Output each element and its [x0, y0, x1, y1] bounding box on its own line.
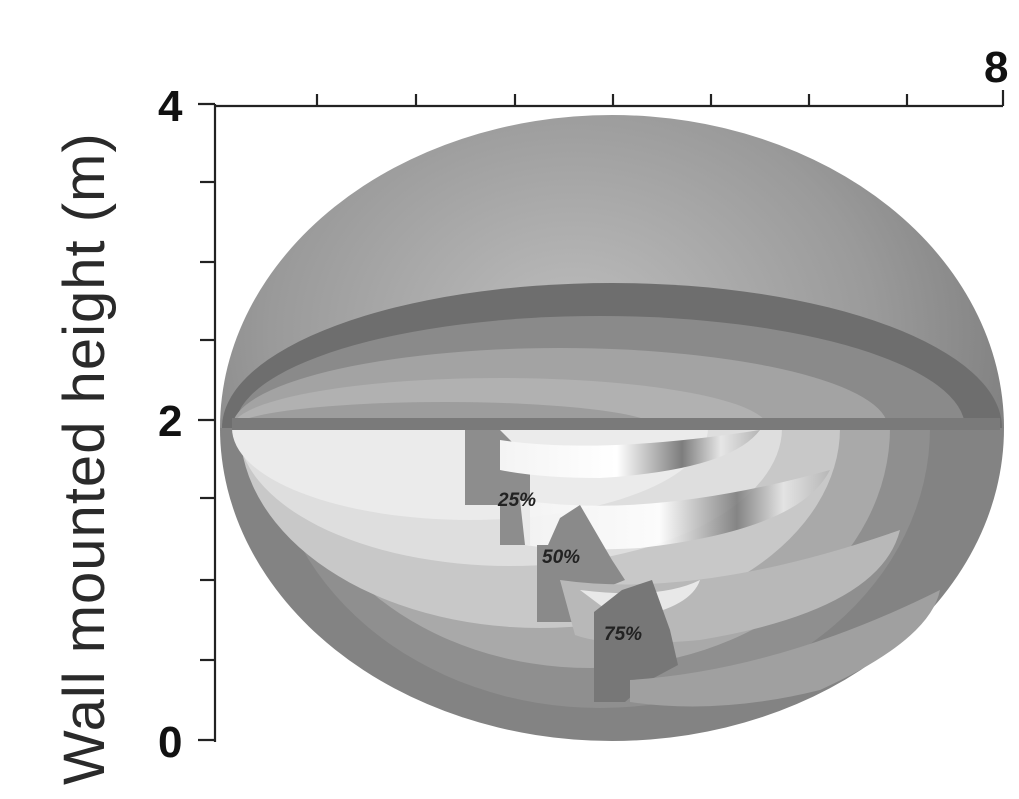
zone-label-75: 75% — [604, 624, 642, 645]
zone-label-25: 25% — [497, 490, 536, 511]
y-axis — [198, 102, 217, 742]
y-tick-label-bottom: 0 — [158, 718, 182, 767]
zone-label-50: 50% — [542, 547, 580, 568]
outer-dome — [220, 115, 1004, 428]
x-tick-label-right: 8 — [984, 43, 1008, 92]
equator-band — [232, 418, 1000, 430]
y-axis-title: Wall mounted height (m) — [52, 132, 117, 785]
y-tick-label-middle: 2 — [158, 397, 182, 446]
sector-cutaway — [465, 430, 940, 707]
x-axis-top — [215, 90, 1005, 108]
y-tick-label-top: 4 — [158, 82, 183, 131]
